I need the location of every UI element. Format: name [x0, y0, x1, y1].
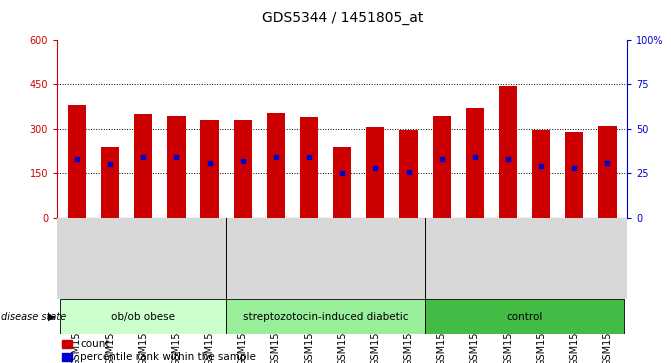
Bar	[499, 86, 517, 218]
Text: control: control	[507, 312, 543, 322]
Bar	[234, 120, 252, 218]
Bar	[201, 120, 219, 218]
Bar	[167, 115, 185, 218]
FancyBboxPatch shape	[226, 299, 425, 334]
Text: GDS5344 / 1451805_at: GDS5344 / 1451805_at	[262, 11, 423, 25]
Text: streptozotocin-induced diabetic: streptozotocin-induced diabetic	[243, 312, 409, 322]
Bar	[333, 147, 352, 218]
Bar	[134, 114, 152, 218]
Bar	[599, 126, 617, 218]
Text: ob/ob obese: ob/ob obese	[111, 312, 175, 322]
Text: disease state: disease state	[1, 312, 66, 322]
Text: ▶: ▶	[48, 312, 56, 322]
Bar	[399, 130, 417, 218]
Bar	[466, 108, 484, 218]
Bar	[565, 132, 584, 218]
Bar	[366, 127, 384, 218]
Bar	[68, 105, 86, 218]
FancyBboxPatch shape	[425, 299, 624, 334]
FancyBboxPatch shape	[60, 299, 226, 334]
Bar	[267, 113, 285, 218]
Bar	[433, 115, 451, 218]
Bar	[300, 117, 318, 218]
Bar	[532, 130, 550, 218]
Legend: count, percentile rank within the sample: count, percentile rank within the sample	[58, 335, 260, 363]
Bar	[101, 147, 119, 218]
